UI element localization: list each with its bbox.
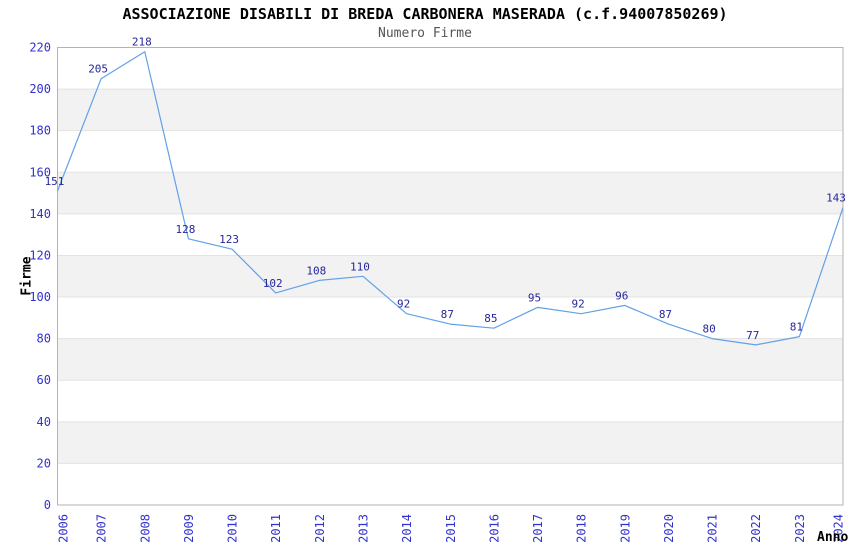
plot-band — [57, 421, 843, 464]
data-point-label: 108 — [306, 264, 326, 277]
y-axis-tick-label: 40 — [37, 415, 51, 429]
y-axis-tick-label: 220 — [29, 41, 51, 55]
data-point-label: 143 — [826, 192, 846, 205]
data-point-label: 96 — [615, 289, 628, 302]
y-axis-tick-label: 200 — [29, 82, 51, 96]
x-axis-tick-label: 2022 — [749, 514, 763, 543]
x-axis-tick-label: 2019 — [618, 514, 632, 543]
data-point-label: 95 — [528, 291, 541, 304]
x-axis-tick-label: 2021 — [706, 514, 720, 543]
x-axis-tick-label: 2008 — [138, 514, 152, 543]
x-axis-tick-label: 2011 — [269, 514, 283, 543]
data-point-label: 80 — [702, 323, 715, 336]
plot-band — [57, 380, 843, 422]
y-axis-tick-label: 160 — [29, 165, 51, 179]
x-axis-tick-label: 2023 — [793, 514, 807, 543]
data-point-label: 77 — [746, 329, 759, 342]
x-axis-tick-label: 2010 — [226, 514, 240, 543]
plot-band — [57, 130, 843, 173]
x-axis-tick-label: 2020 — [662, 514, 676, 543]
y-axis-tick-label: 60 — [37, 373, 51, 387]
x-axis-tick-label: 2018 — [575, 514, 589, 543]
y-axis-tick-label: 80 — [37, 332, 51, 346]
data-point-label: 102 — [263, 277, 283, 290]
data-point-label: 128 — [175, 223, 195, 236]
x-axis-tick-label: 2006 — [57, 514, 71, 543]
y-axis-tick-label: 20 — [37, 456, 51, 470]
data-point-label: 85 — [484, 312, 497, 325]
data-point-label: 205 — [88, 63, 108, 76]
x-axis-tick-label: 2016 — [487, 514, 501, 543]
data-line — [56, 51, 844, 346]
chart-title: ASSOCIAZIONE DISABILI DI BREDA CARBONERA… — [122, 5, 728, 23]
data-point-label: 92 — [397, 298, 410, 311]
x-axis-tick-label: 2012 — [313, 514, 327, 543]
plot-band — [57, 213, 843, 256]
x-axis-tick-label: 2017 — [531, 514, 545, 543]
plot-border — [57, 47, 844, 506]
y-axis-tick-label: 120 — [29, 248, 51, 262]
data-point-label: 92 — [572, 298, 585, 311]
y-axis-tick-label: 100 — [29, 290, 51, 304]
data-point-label: 87 — [441, 308, 454, 321]
data-point-label: 218 — [132, 36, 152, 49]
y-axis-tick-label: 180 — [29, 124, 51, 138]
x-axis-tick-label: 2015 — [444, 514, 458, 543]
data-point-label: 151 — [45, 175, 65, 188]
y-axis-tick-label: 140 — [29, 207, 51, 221]
plot-band — [57, 338, 843, 381]
plot-band — [57, 255, 843, 298]
data-point-label: 110 — [350, 260, 370, 273]
x-axis-tick-label: 2014 — [400, 514, 414, 543]
plot-band — [57, 89, 843, 131]
x-axis-tick-label: 2009 — [182, 514, 196, 543]
chart-subtitle: Numero Firme — [378, 26, 472, 41]
plot-band — [57, 297, 843, 339]
plot-band — [57, 463, 843, 505]
plot-band — [57, 47, 843, 90]
data-point-label: 81 — [790, 321, 803, 334]
y-axis-tick-label: 0 — [44, 498, 51, 512]
x-axis-title: Anno — [817, 530, 849, 545]
plot-band — [57, 172, 843, 214]
x-axis-tick-label: 2024 — [832, 514, 846, 543]
x-axis-tick-label: 2007 — [95, 514, 109, 543]
x-axis-tick-label: 2013 — [356, 514, 370, 543]
data-point-label: 123 — [219, 233, 239, 246]
data-point-label: 87 — [659, 308, 672, 321]
